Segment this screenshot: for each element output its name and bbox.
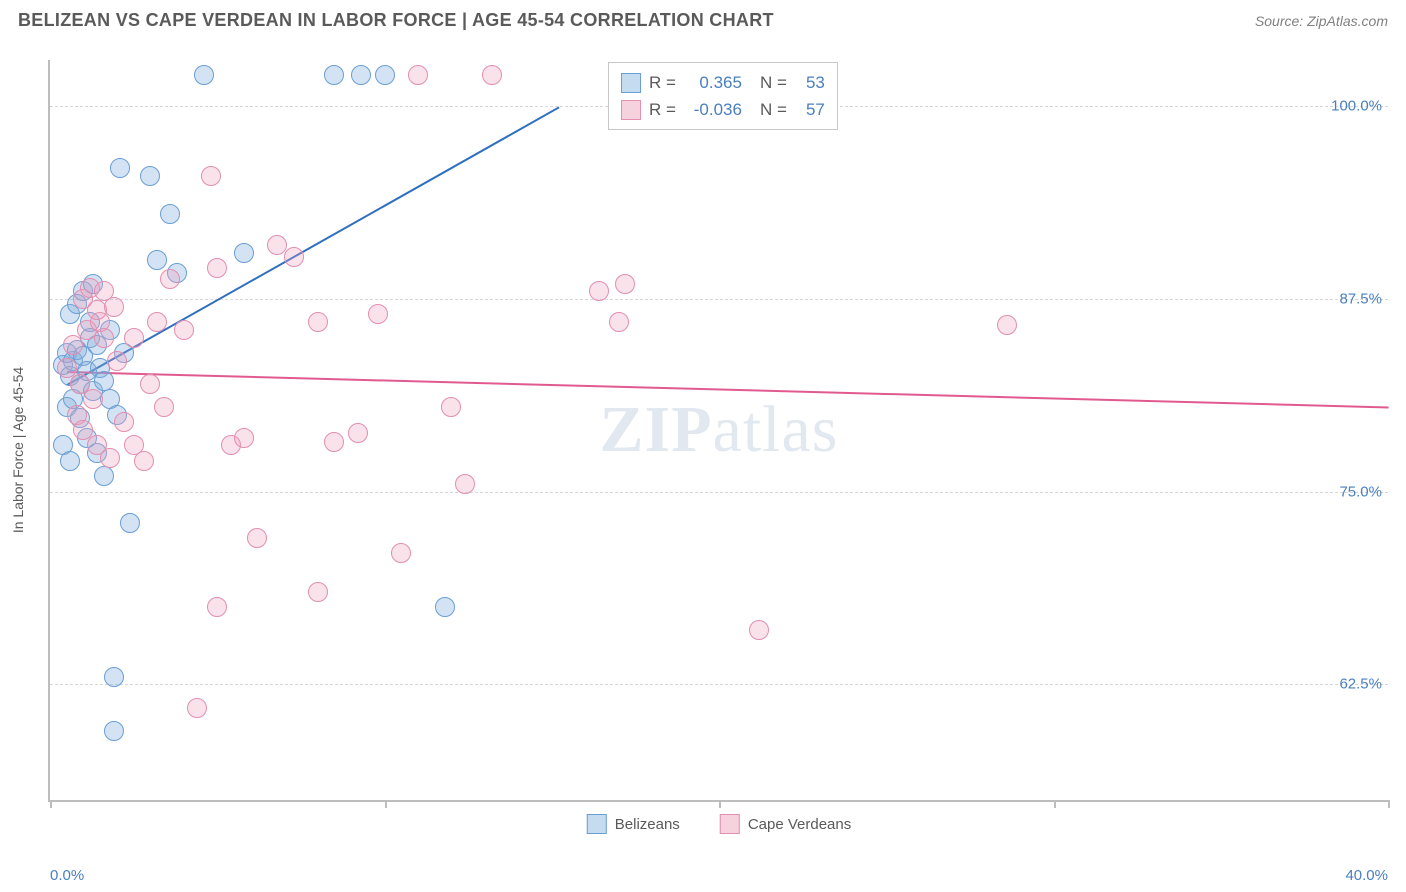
n-label: N = — [760, 96, 787, 123]
data-point — [140, 166, 160, 186]
data-point — [482, 65, 502, 85]
legend-swatch — [621, 73, 641, 93]
data-point — [749, 620, 769, 640]
data-point — [441, 397, 461, 417]
data-point — [104, 721, 124, 741]
data-point — [375, 65, 395, 85]
y-tick-label: 75.0% — [1339, 483, 1382, 500]
n-value: 57 — [795, 96, 825, 123]
data-point — [308, 312, 328, 332]
data-point — [234, 243, 254, 263]
stats-row: R = -0.036 N = 57 — [621, 96, 825, 123]
data-point — [455, 474, 475, 494]
data-point — [160, 269, 180, 289]
n-value: 53 — [795, 69, 825, 96]
data-point — [368, 304, 388, 324]
data-point — [107, 351, 127, 371]
data-point — [174, 320, 194, 340]
legend-swatch — [720, 814, 740, 834]
data-point — [351, 65, 371, 85]
data-point — [160, 204, 180, 224]
r-value: 0.365 — [684, 69, 742, 96]
data-point — [308, 582, 328, 602]
gridline-h — [50, 492, 1388, 493]
data-point — [207, 597, 227, 617]
legend-swatch — [621, 100, 641, 120]
r-value: -0.036 — [684, 96, 742, 123]
data-point — [120, 513, 140, 533]
x-tick-mark — [50, 800, 52, 808]
data-point — [408, 65, 428, 85]
y-tick-label: 87.5% — [1339, 290, 1382, 307]
data-point — [134, 451, 154, 471]
data-point — [435, 597, 455, 617]
chart-source: Source: ZipAtlas.com — [1255, 13, 1388, 29]
x-tick-label: 40.0% — [1345, 867, 1388, 884]
data-point — [124, 328, 144, 348]
stats-legend: R = 0.365 N = 53 R = -0.036 N = 57 — [608, 62, 838, 130]
data-point — [114, 412, 134, 432]
y-axis-label: In Labor Force | Age 45-54 — [10, 367, 26, 533]
data-point — [201, 166, 221, 186]
legend-label: Cape Verdeans — [748, 816, 851, 833]
data-point — [187, 698, 207, 718]
chart-container: In Labor Force | Age 45-54 ZIPatlas 62.5… — [18, 44, 1388, 856]
n-label: N = — [760, 69, 787, 96]
data-point — [104, 667, 124, 687]
data-point — [94, 328, 114, 348]
legend-label: Belizeans — [615, 816, 680, 833]
chart-header: BELIZEAN VS CAPE VERDEAN IN LABOR FORCE … — [0, 0, 1406, 37]
watermark: ZIPatlas — [600, 392, 839, 468]
x-tick-mark — [719, 800, 721, 808]
gridline-h — [50, 684, 1388, 685]
data-point — [207, 258, 227, 278]
plot-area: ZIPatlas 62.5%75.0%87.5%100.0%0.0%40.0%R… — [48, 60, 1388, 802]
x-tick-mark — [1054, 800, 1056, 808]
data-point — [83, 389, 103, 409]
data-point — [284, 247, 304, 267]
x-tick-mark — [385, 800, 387, 808]
data-point — [110, 158, 130, 178]
data-point — [100, 448, 120, 468]
data-point — [348, 423, 368, 443]
x-tick-label: 0.0% — [50, 867, 84, 884]
gridline-h — [50, 299, 1388, 300]
data-point — [589, 281, 609, 301]
chart-title: BELIZEAN VS CAPE VERDEAN IN LABOR FORCE … — [18, 10, 774, 31]
series-legend: Belizeans Cape Verdeans — [587, 814, 851, 834]
data-point — [60, 451, 80, 471]
y-tick-label: 100.0% — [1331, 98, 1382, 115]
legend-item: Cape Verdeans — [720, 814, 851, 834]
data-point — [147, 312, 167, 332]
legend-item: Belizeans — [587, 814, 680, 834]
legend-swatch — [587, 814, 607, 834]
data-point — [154, 397, 174, 417]
data-point — [609, 312, 629, 332]
data-point — [104, 297, 124, 317]
data-point — [997, 315, 1017, 335]
x-tick-mark — [1388, 800, 1390, 808]
data-point — [324, 432, 344, 452]
y-tick-label: 62.5% — [1339, 676, 1382, 693]
data-point — [391, 543, 411, 563]
r-label: R = — [649, 96, 676, 123]
data-point — [140, 374, 160, 394]
data-point — [147, 250, 167, 270]
data-point — [94, 466, 114, 486]
data-point — [615, 274, 635, 294]
data-point — [324, 65, 344, 85]
data-point — [94, 371, 114, 391]
data-point — [247, 528, 267, 548]
data-point — [194, 65, 214, 85]
r-label: R = — [649, 69, 676, 96]
stats-row: R = 0.365 N = 53 — [621, 69, 825, 96]
data-point — [234, 428, 254, 448]
